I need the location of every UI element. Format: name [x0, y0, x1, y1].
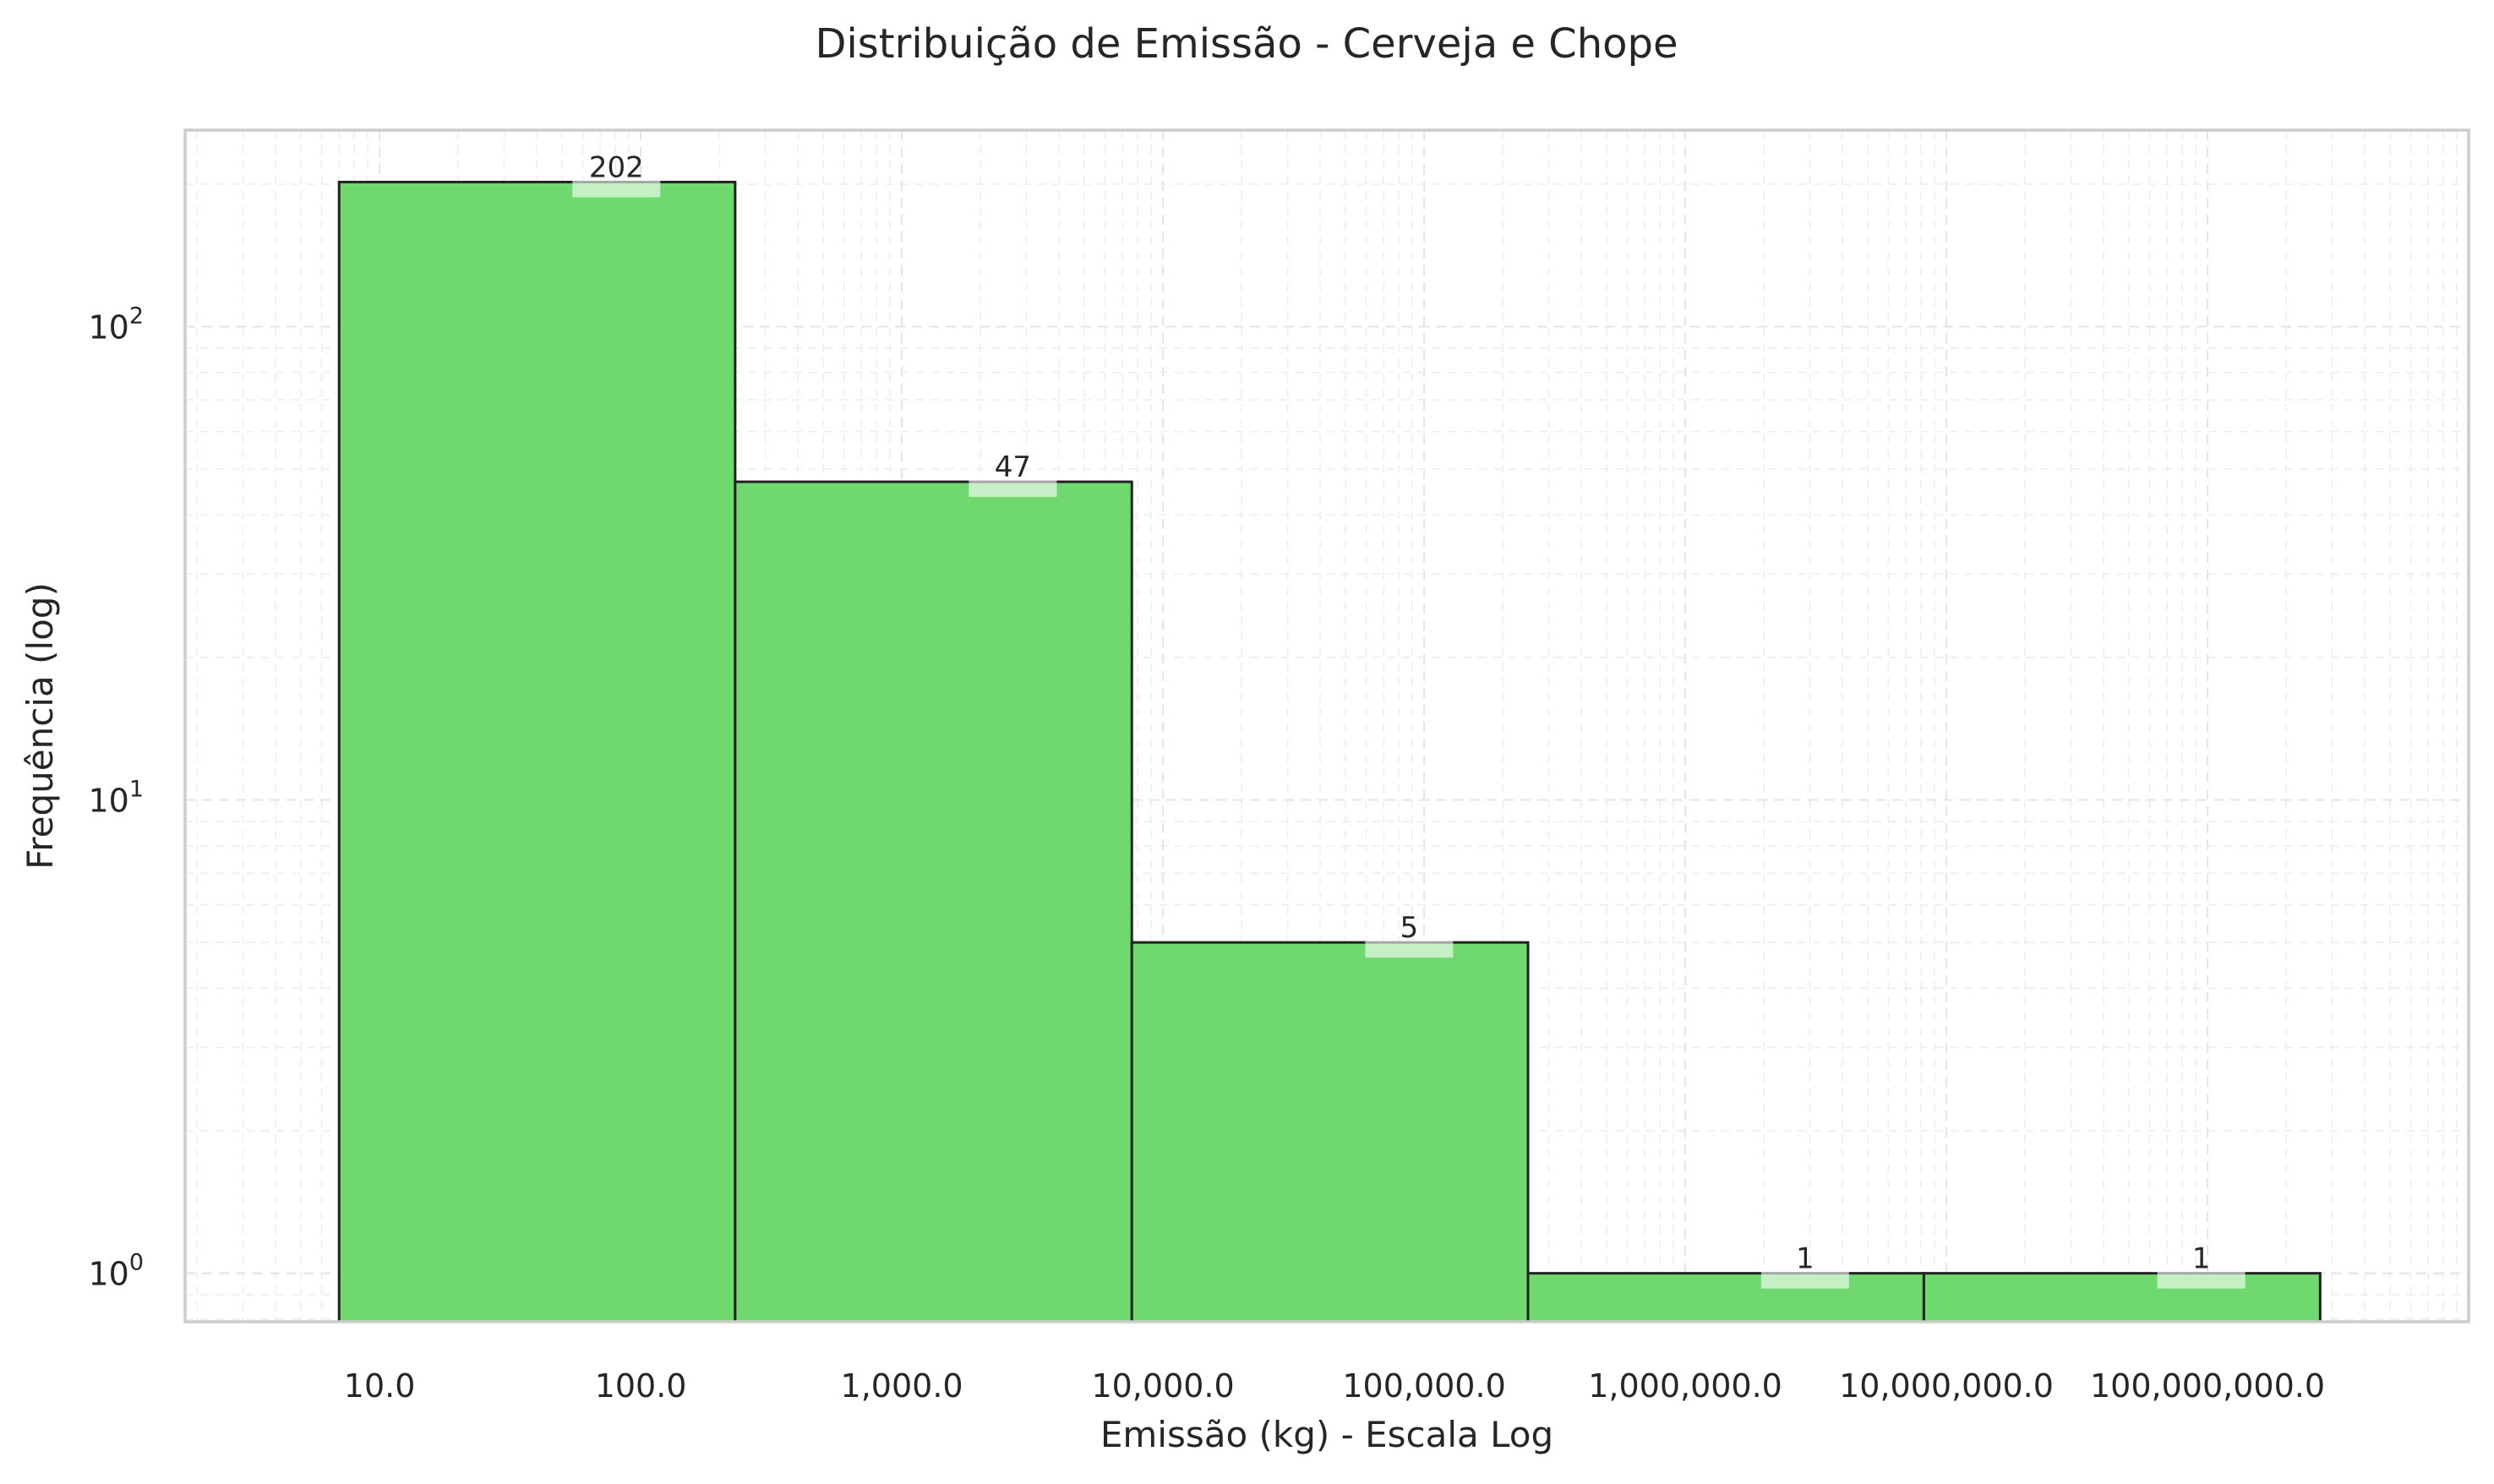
bar-value-label: 47: [995, 450, 1031, 484]
x-tick-label: 10.0: [344, 1367, 416, 1405]
x-axis-ticks: 10.0 100.0 1,000.0 10,000.0 100,000.0 1,000,0…: [344, 1367, 2325, 1405]
histogram-bars: [337, 180, 2322, 1323]
y-tick-base: 10: [88, 308, 128, 346]
histogram-bar-2: [734, 480, 1133, 1323]
x-tick-label: 100,000.0: [1342, 1367, 1505, 1405]
x-tick-label: 10,000.0: [1091, 1367, 1234, 1405]
y-tick-label: 100: [88, 1250, 144, 1293]
y-tick-exponent: 1: [129, 777, 144, 803]
bar-label-background: [2157, 1271, 2246, 1289]
y-tick-base: 10: [88, 1256, 128, 1293]
y-axis-label: Frequência (log): [19, 582, 61, 870]
bar-value-label: 1: [2192, 1242, 2211, 1276]
bar-value-label: 5: [1400, 911, 1419, 945]
histogram-bar-3: [1130, 941, 1530, 1323]
y-tick-base: 10: [88, 783, 128, 820]
bar-label-background: [1365, 941, 1454, 958]
bar-value-label: 1: [1796, 1242, 1815, 1276]
y-tick-exponent: 2: [129, 303, 144, 329]
y-tick-exponent: 0: [129, 1250, 144, 1276]
x-axis-label: Emissão (kg) - Escala Log: [1100, 1414, 1553, 1455]
x-tick-label: 100,000,000.0: [2090, 1367, 2325, 1405]
bar-label-background: [572, 180, 661, 198]
bar-value-labels: 202 47 5 1 1: [572, 150, 2246, 1289]
x-tick-label: 10,000,000.0: [1839, 1367, 2054, 1405]
x-tick-label: 100.0: [595, 1367, 687, 1405]
chart-title: Distribuição de Emissão - Cerveja e Chop…: [816, 20, 1678, 68]
bar-label-background: [1760, 1271, 1849, 1289]
histogram-bar-1: [337, 180, 737, 1323]
x-tick-label: 1,000.0: [841, 1367, 963, 1405]
y-tick-label: 102: [88, 303, 144, 346]
histogram-bar-5: [1922, 1272, 2322, 1323]
x-tick-label: 1,000,000.0: [1588, 1367, 1782, 1405]
plot-frame: [183, 128, 2470, 1323]
histogram-bar-4: [1526, 1272, 1925, 1323]
y-tick-label: 101: [88, 777, 144, 820]
bar-label-background: [969, 480, 1057, 498]
bar-value-label: 202: [589, 150, 644, 184]
